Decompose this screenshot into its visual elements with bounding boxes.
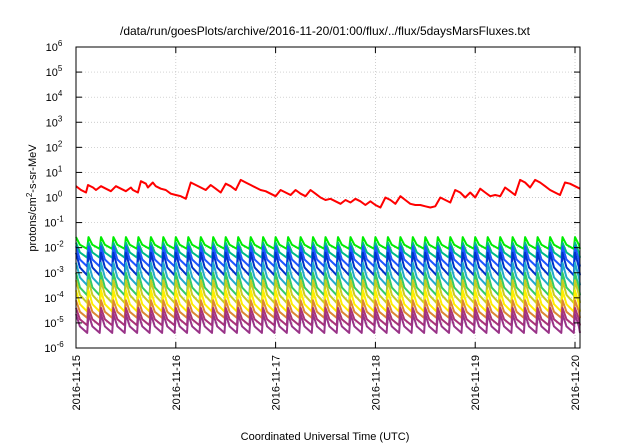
y-tick-label: 106	[46, 39, 63, 54]
y-tick-exponent: -4	[57, 290, 65, 299]
y-tick-base: 10	[44, 243, 56, 255]
y-tick-label: 10-3	[44, 265, 64, 280]
x-axis: 2016-11-15 2016-11-16 2016-11-17 2016-11-18…	[71, 47, 582, 410]
y-tick-base: 10	[44, 268, 56, 280]
y-tick-label: 10-2	[44, 240, 64, 255]
y-axis-label-main: protons/cm	[27, 197, 39, 251]
y-tick-exponent: 2	[58, 139, 63, 148]
y-tick-exponent: -3	[57, 265, 65, 274]
chart-title: /data/run/goesPlots/archive/2016-11-20/0…	[120, 24, 531, 38]
y-tick-label: 10-6	[44, 340, 64, 355]
y-tick-exponent: 1	[58, 164, 63, 173]
y-tick-exponent: -5	[57, 315, 65, 324]
y-tick-label: 103	[46, 114, 63, 129]
x-tick-label: 2016-11-20	[570, 355, 582, 410]
y-tick-exponent: 0	[58, 190, 63, 199]
x-tick-label: 2016-11-19	[470, 355, 482, 410]
series-line-1	[75, 178, 581, 209]
x-axis-label: Coordinated Universal Time (UTC)	[241, 431, 410, 443]
y-tick-base: 10	[44, 218, 56, 230]
series-line-12	[75, 313, 581, 334]
y-tick-label: 102	[46, 139, 63, 154]
x-tick-label: 2016-11-17	[271, 355, 283, 410]
y-tick-label: 10-4	[44, 290, 64, 305]
y-tick-base: 10	[46, 142, 58, 154]
y-tick-base: 10	[44, 293, 56, 305]
y-tick-exponent: 5	[58, 64, 63, 73]
y-tick-label: 10-5	[44, 315, 64, 330]
x-tick-label: 2016-11-16	[171, 355, 183, 410]
y-tick-base: 10	[46, 92, 58, 104]
y-axis-label: protons/cm2-s-sr-MeV	[25, 144, 39, 252]
y-tick-base: 10	[46, 193, 58, 205]
y-tick-exponent: -2	[57, 240, 65, 249]
y-tick-base: 10	[46, 167, 58, 179]
y-tick-exponent: 4	[58, 89, 63, 98]
y-tick-base: 10	[46, 117, 58, 129]
y-tick-label: 101	[46, 164, 63, 179]
y-tick-base: 10	[44, 343, 56, 355]
y-tick-label: 104	[46, 89, 63, 104]
y-tick-exponent: 6	[58, 39, 63, 48]
y-axis-label-sup: 2	[25, 192, 34, 197]
x-tick-label: 2016-11-18	[370, 355, 382, 410]
y-tick-exponent: 3	[58, 114, 63, 123]
series-group	[75, 178, 581, 334]
y-tick-base: 10	[44, 318, 56, 330]
y-axis-label-rest: -s-sr-MeV	[27, 144, 39, 193]
y-tick-base: 10	[46, 67, 58, 79]
y-tick-label: 10-1	[44, 215, 64, 230]
y-tick-base: 10	[46, 42, 58, 54]
y-tick-exponent: -6	[57, 340, 65, 349]
y-tick-label: 100	[46, 190, 63, 205]
x-tick-label: 2016-11-15	[71, 355, 83, 410]
y-axis: 10-610-510-410-310-210-11001011021031041…	[44, 39, 580, 355]
y-tick-label: 105	[46, 64, 63, 79]
y-tick-exponent: -1	[57, 215, 65, 224]
